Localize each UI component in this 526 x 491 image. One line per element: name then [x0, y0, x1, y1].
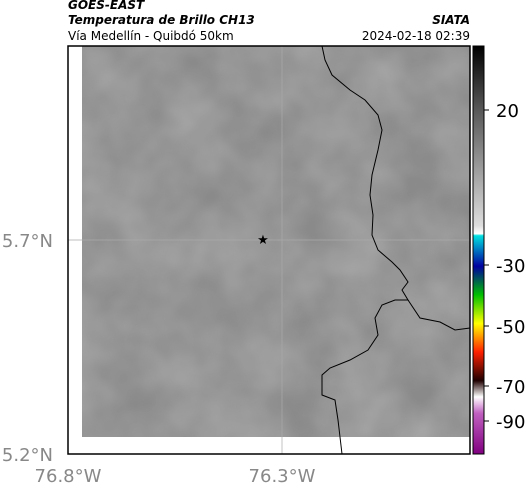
colorbar-label: -90	[496, 412, 525, 433]
colorbar-label: 20	[496, 101, 519, 122]
lon-tick-label: 76.8°W	[35, 466, 102, 487]
lat-tick-label: 5.7°N	[2, 231, 53, 252]
location: Vía Medellín - Quibdó 50km	[68, 29, 234, 43]
cloud-texture	[82, 46, 470, 437]
colorbar-label: -30	[496, 256, 525, 277]
lon-tick-label: 76.3°W	[249, 466, 316, 487]
product: Temperatura de Brillo CH13	[68, 13, 255, 27]
lat-tick-label: 5.2°N	[2, 445, 53, 466]
map-area: ★	[67, 45, 471, 455]
source: SIATA	[432, 13, 470, 27]
border-line	[321, 45, 409, 455]
border-line	[407, 299, 471, 331]
map-frame	[67, 45, 471, 455]
datetime: 2024-02-18 02:39	[362, 29, 470, 43]
colorbar: 20 -30 -50 -70 -90	[472, 45, 525, 455]
colorbar-label: -50	[496, 317, 525, 338]
satellite: GOES-EAST	[68, 0, 145, 12]
colorbar-gradient	[472, 45, 485, 455]
colorbar-label: -70	[496, 377, 525, 398]
location-star: ★	[257, 233, 269, 248]
